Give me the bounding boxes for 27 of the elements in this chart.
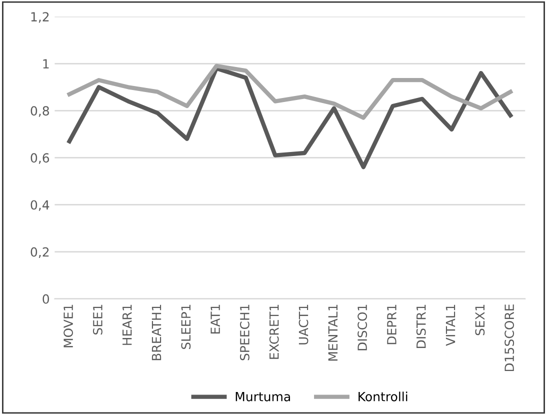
y-tick-label: 0 — [42, 294, 50, 304]
x-tick-label: DEPR1 — [387, 304, 396, 344]
x-tick-label: SEE1 — [92, 304, 102, 335]
x-tick-label: MENTAL1 — [328, 304, 338, 361]
x-tick-label: DISCO1 — [358, 304, 368, 350]
x-tick-label: BREATH1 — [152, 304, 162, 360]
x-tick-label: SPEECH1 — [240, 304, 250, 360]
y-tick-label: 0,4 — [30, 200, 50, 211]
x-tick-label: SEX1 — [475, 304, 485, 336]
x-tick-label: HEAR1 — [122, 304, 132, 345]
y-tick-label: 1 — [43, 59, 49, 68]
x-tick-label: VITAL1 — [446, 304, 456, 346]
legend-label: Kontrolli — [358, 392, 408, 402]
x-tick-label: DISTR1 — [416, 304, 426, 348]
line-series — [67, 64, 513, 120]
y-tick-label: 0,6 — [30, 153, 50, 164]
line-series — [67, 66, 513, 170]
x-tick-label: UACT1 — [298, 304, 308, 344]
y-tick-label: 1,2 — [31, 12, 49, 23]
y-tick-label: 0,2 — [30, 247, 49, 258]
legend-label: Murtuma — [236, 392, 290, 402]
x-tick-label: SLEEP1 — [181, 304, 191, 350]
x-tick-label: EAT1 — [210, 304, 220, 334]
y-tick-label: 0,8 — [30, 106, 49, 117]
x-tick-label: D15SCORE — [504, 304, 514, 372]
x-tick-label: MOVE1 — [64, 304, 74, 348]
x-tick-label: EXCRET1 — [269, 304, 279, 359]
